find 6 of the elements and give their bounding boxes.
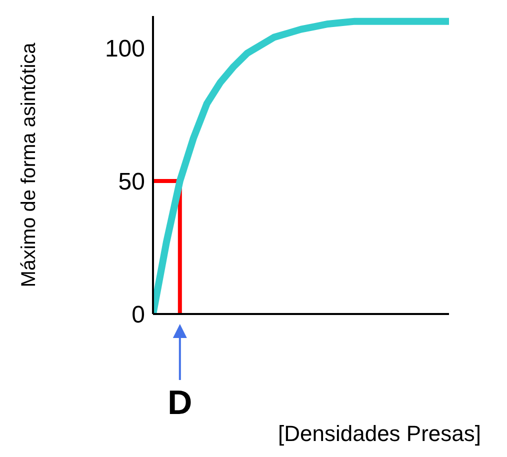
y-tick-label: 50 (118, 168, 145, 196)
x-tick-label: D (168, 384, 192, 422)
x-axis-title: [Densidades Presas] (278, 421, 481, 446)
y-axis-title: Máximo de forma asintótica (18, 42, 40, 288)
y-tick-label: 100 (104, 35, 145, 62)
y-tick-label: 0 (132, 302, 145, 329)
